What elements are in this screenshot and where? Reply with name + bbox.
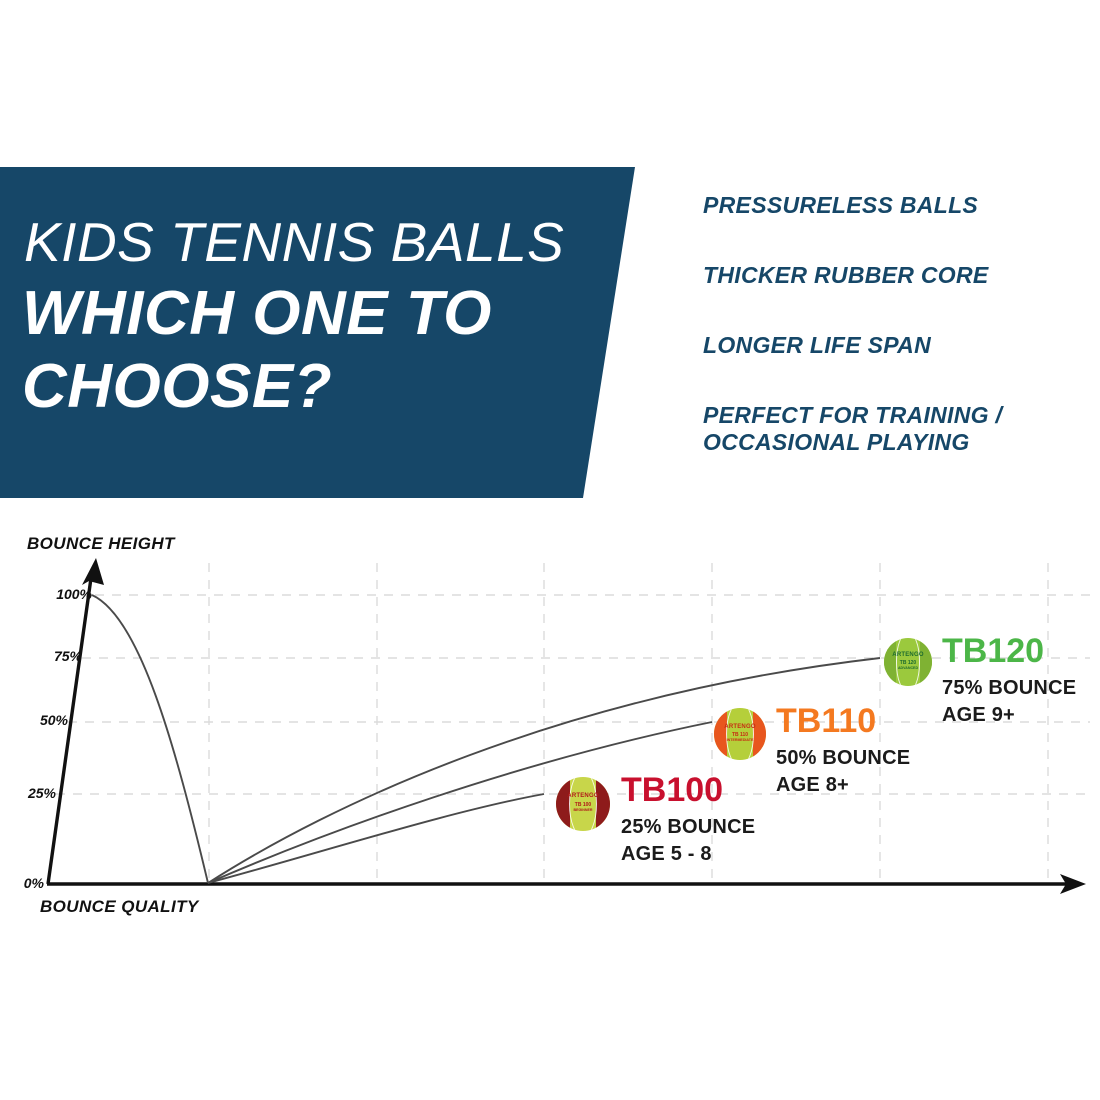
ball-tb110: ARTENGO TB 110 INTERMEDIATE	[714, 708, 766, 760]
ball-brand-tb100: ARTENGO	[567, 793, 599, 800]
page-title-line-2: WHICH ONE TO CHOOSE?	[22, 279, 492, 422]
y-tick-0: 0%	[23, 875, 44, 891]
ball-tb120: ARTENGO TB 120 ADVANCED	[884, 638, 932, 686]
horizontal-gridlines	[56, 594, 1090, 795]
y-axis-arrowhead	[82, 558, 104, 585]
vertical-gridlines	[208, 563, 1049, 884]
model-bounce-tb100: 25% BOUNCE	[621, 816, 756, 838]
feature-item-life-span: LONGER LIFE SPAN	[703, 331, 931, 358]
ball-model-tb120: TB 120	[899, 660, 917, 667]
curve-initial-drop	[91, 594, 209, 884]
feature-item-pressureless: PRESSURELESS BALLS	[703, 192, 979, 218]
ball-sub-tb100: BEGINNER	[573, 808, 593, 813]
y-axis-title: BOUNCE HEIGHT	[27, 534, 175, 553]
feature-item-training: PERFECT FOR TRAINING / OCCASIONAL PLAYIN…	[703, 401, 1003, 455]
y-tick-50: 50%	[39, 712, 68, 728]
feature-item-rubber-core: THICKER RUBBER CORE	[703, 261, 989, 288]
model-name-tb120: TB120	[942, 632, 1045, 670]
x-axis-title: BOUNCE QUALITY	[40, 897, 199, 916]
ball-model-tb100: TB 100	[574, 801, 592, 808]
feature-list: PRESSURELESS BALLS THICKER RUBBER CORE L…	[703, 192, 1083, 456]
model-name-tb110: TB110	[776, 702, 877, 740]
title-banner: KIDS TENNIS BALLS WHICH ONE TO CHOOSE?	[0, 167, 635, 498]
x-axis-arrowhead	[1060, 874, 1086, 894]
model-bounce-tb110: 50% BOUNCE	[776, 747, 911, 769]
y-tick-25: 25%	[27, 785, 56, 801]
curve-tb110	[207, 721, 713, 884]
model-age-tb100: AGE 5 - 8	[621, 843, 712, 865]
model-age-tb120: AGE 9+	[942, 704, 1015, 726]
ball-model-tb110: TB 110	[731, 731, 749, 738]
curve-tb100	[207, 793, 545, 884]
page-title-line-1: KIDS TENNIS BALLS	[24, 211, 565, 273]
model-name-tb100: TB100	[621, 771, 724, 809]
ball-sub-tb110: INTERMEDIATE	[726, 738, 754, 743]
ball-brand-tb120: ARTENGO	[892, 652, 924, 659]
y-axis	[46, 570, 94, 885]
ball-tb100: ARTENGO TB 100 BEGINNER	[556, 777, 610, 831]
ball-sub-tb120: ADVANCED	[897, 665, 919, 670]
model-bounce-tb120: 75% BOUNCE	[942, 677, 1077, 699]
curve-tb120	[207, 657, 881, 884]
chart-svg	[46, 558, 1090, 894]
y-tick-75: 75%	[53, 648, 82, 664]
model-age-tb110: AGE 8+	[776, 774, 849, 796]
y-tick-100: 100%	[56, 586, 92, 602]
ball-brand-tb110: ARTENGO	[724, 723, 756, 730]
bounce-chart: BOUNCE HEIGHT BOUNCE QUALITY 100% 75% 50…	[0, 505, 1100, 935]
